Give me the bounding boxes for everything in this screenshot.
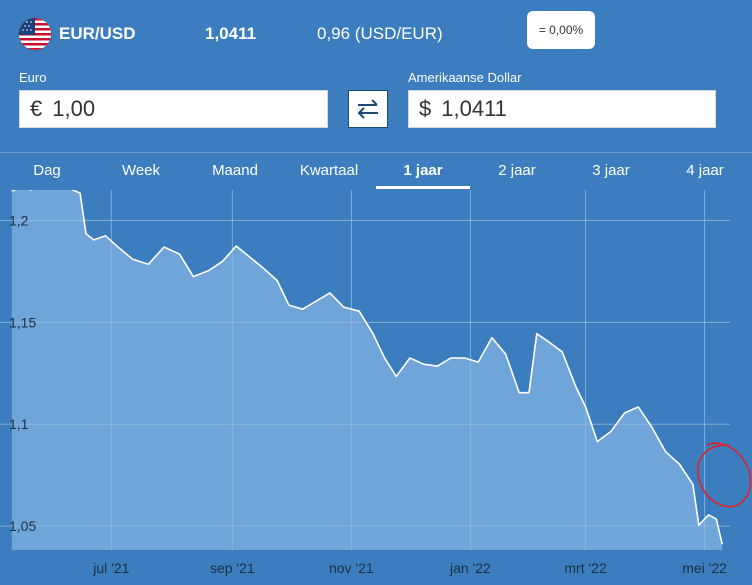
ytick-label-1: 1,15 — [9, 314, 36, 330]
from-currency-label: Euro — [19, 70, 47, 85]
swap-currencies-button[interactable] — [348, 90, 388, 128]
inverse-rate: 0,96 (USD/EUR) — [317, 24, 443, 43]
tab-kwartaal[interactable]: Kwartaal — [299, 162, 359, 179]
tab-dag[interactable]: Dag — [33, 162, 61, 179]
ytick-label-0: 1,2 — [9, 213, 29, 229]
currency-pair: EUR/USD — [59, 24, 136, 43]
xtick-label-5: mei '22 — [682, 560, 727, 576]
change-badge: = 0,00% — [527, 11, 595, 49]
rate-header: EUR/USD 1,0411 0,96 (USD/EUR) = 0,00% — [0, 0, 752, 68]
xtick-label-2: nov '21 — [329, 560, 374, 576]
annotation-circle — [697, 442, 752, 508]
tab-3-jaar[interactable]: 3 jaar — [592, 162, 630, 179]
swap-arrows-icon — [357, 99, 378, 119]
xtick-label-3: jan '22 — [449, 560, 491, 576]
rate-chart: 1,2 1,15 1,1 1,05 jul '21 sep '21 nov '21 jan '… — [0, 190, 752, 585]
from-amount-field[interactable]: € 1,00 — [19, 90, 328, 128]
to-currency-label: Amerikaanse Dollar — [408, 70, 522, 85]
x-axis-band — [0, 550, 752, 585]
xtick-label-0: jul '21 — [92, 560, 129, 576]
to-amount-value: 1,0411 — [441, 96, 507, 121]
us-flag-icon — [19, 18, 51, 50]
tab-maand[interactable]: Maand — [212, 162, 258, 179]
ytick-label-2: 1,1 — [9, 416, 29, 432]
period-tabs: Dag Week Maand Kwartaal 1 jaar 2 jaar 3 … — [0, 152, 752, 189]
to-amount-field[interactable]: $ 1,0411 — [408, 90, 716, 128]
tab-2-jaar[interactable]: 2 jaar — [498, 162, 536, 179]
tab-4-jaar[interactable]: 4 jaar — [686, 162, 724, 179]
ytick-label-3: 1,05 — [9, 518, 36, 534]
area-fill — [11, 190, 723, 550]
dollar-symbol: $ — [419, 96, 432, 121]
xtick-label-1: sep '21 — [210, 560, 255, 576]
tab-week[interactable]: Week — [121, 162, 161, 179]
series-line — [11, 190, 723, 545]
xtick-label-4: mrt '22 — [564, 560, 607, 576]
euro-symbol: € — [30, 96, 43, 121]
from-amount-value: 1,00 — [52, 96, 96, 121]
exchange-rate: 1,0411 — [205, 24, 257, 43]
tab-1-jaar[interactable]: 1 jaar — [376, 153, 470, 189]
